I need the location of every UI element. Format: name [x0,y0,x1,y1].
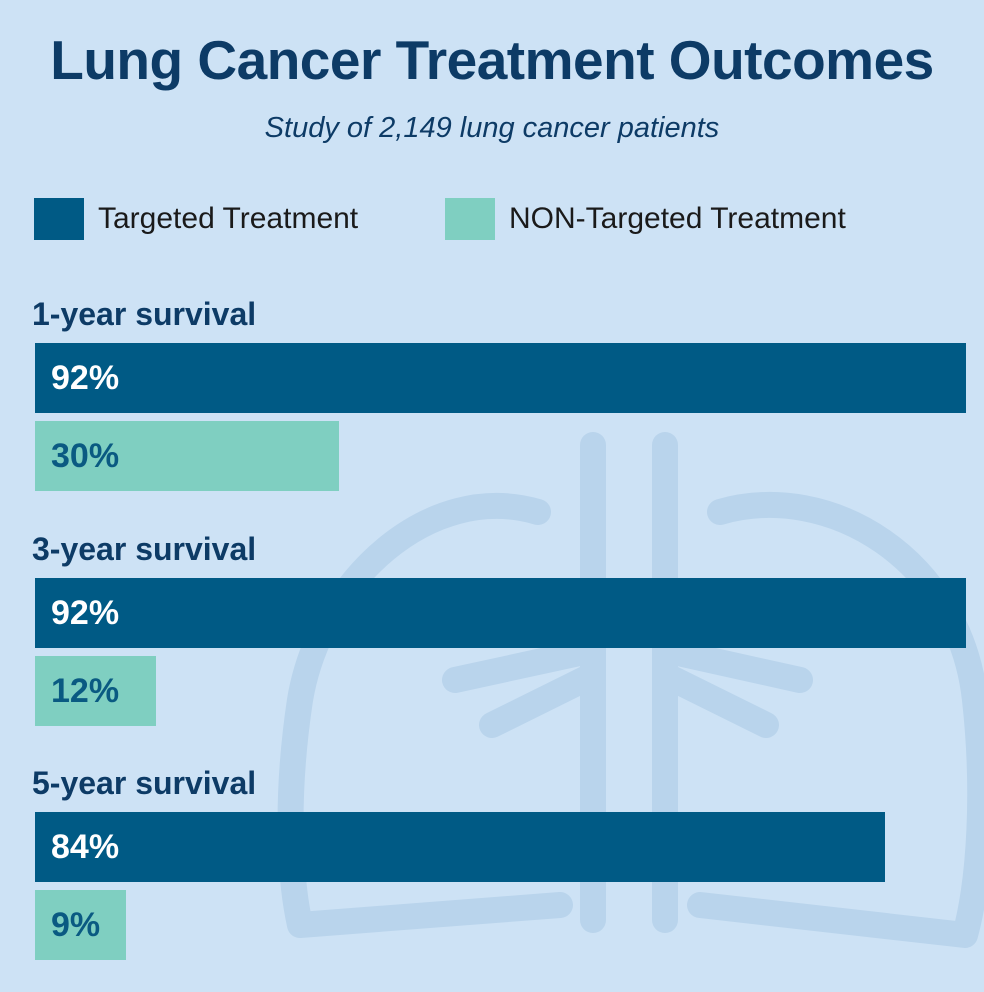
chart-title: Lung Cancer Treatment Outcomes [50,29,934,91]
chart-subtitle: Study of 2,149 lung cancer patients [264,112,720,144]
category-label: 1-year survival [32,296,257,332]
bar-non-targeted: 12% [35,656,156,726]
bar-value-label: 92% [51,593,120,632]
bar-value-label: 12% [51,671,120,710]
bar-value-label: 92% [51,358,120,397]
legend-swatch-targeted [34,198,84,240]
legend-label-non-targeted: NON-Targeted Treatment [509,202,846,235]
bar-non-targeted: 9% [35,890,126,960]
bar-value-label: 84% [51,827,120,866]
legend-item-non-targeted: NON-Targeted Treatment [445,198,846,240]
bar-value-label: 30% [51,436,120,475]
bar-targeted: 92% [35,578,966,648]
category-label: 5-year survival [32,765,257,801]
bar-targeted: 92% [35,343,966,413]
legend-item-targeted: Targeted Treatment [34,198,358,240]
legend-swatch-non-targeted [445,198,495,240]
category-label: 3-year survival [32,531,257,567]
bar-targeted: 84% [35,812,885,882]
bar-non-targeted: 30% [35,421,339,491]
legend-label-targeted: Targeted Treatment [98,202,359,235]
bar-value-label: 9% [51,905,101,944]
